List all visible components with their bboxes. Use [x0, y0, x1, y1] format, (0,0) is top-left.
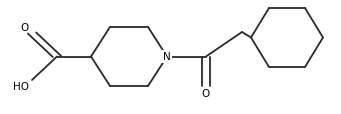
Text: N: N — [163, 52, 171, 62]
Text: O: O — [202, 88, 210, 98]
Text: O: O — [20, 23, 29, 33]
Text: HO: HO — [13, 81, 29, 91]
